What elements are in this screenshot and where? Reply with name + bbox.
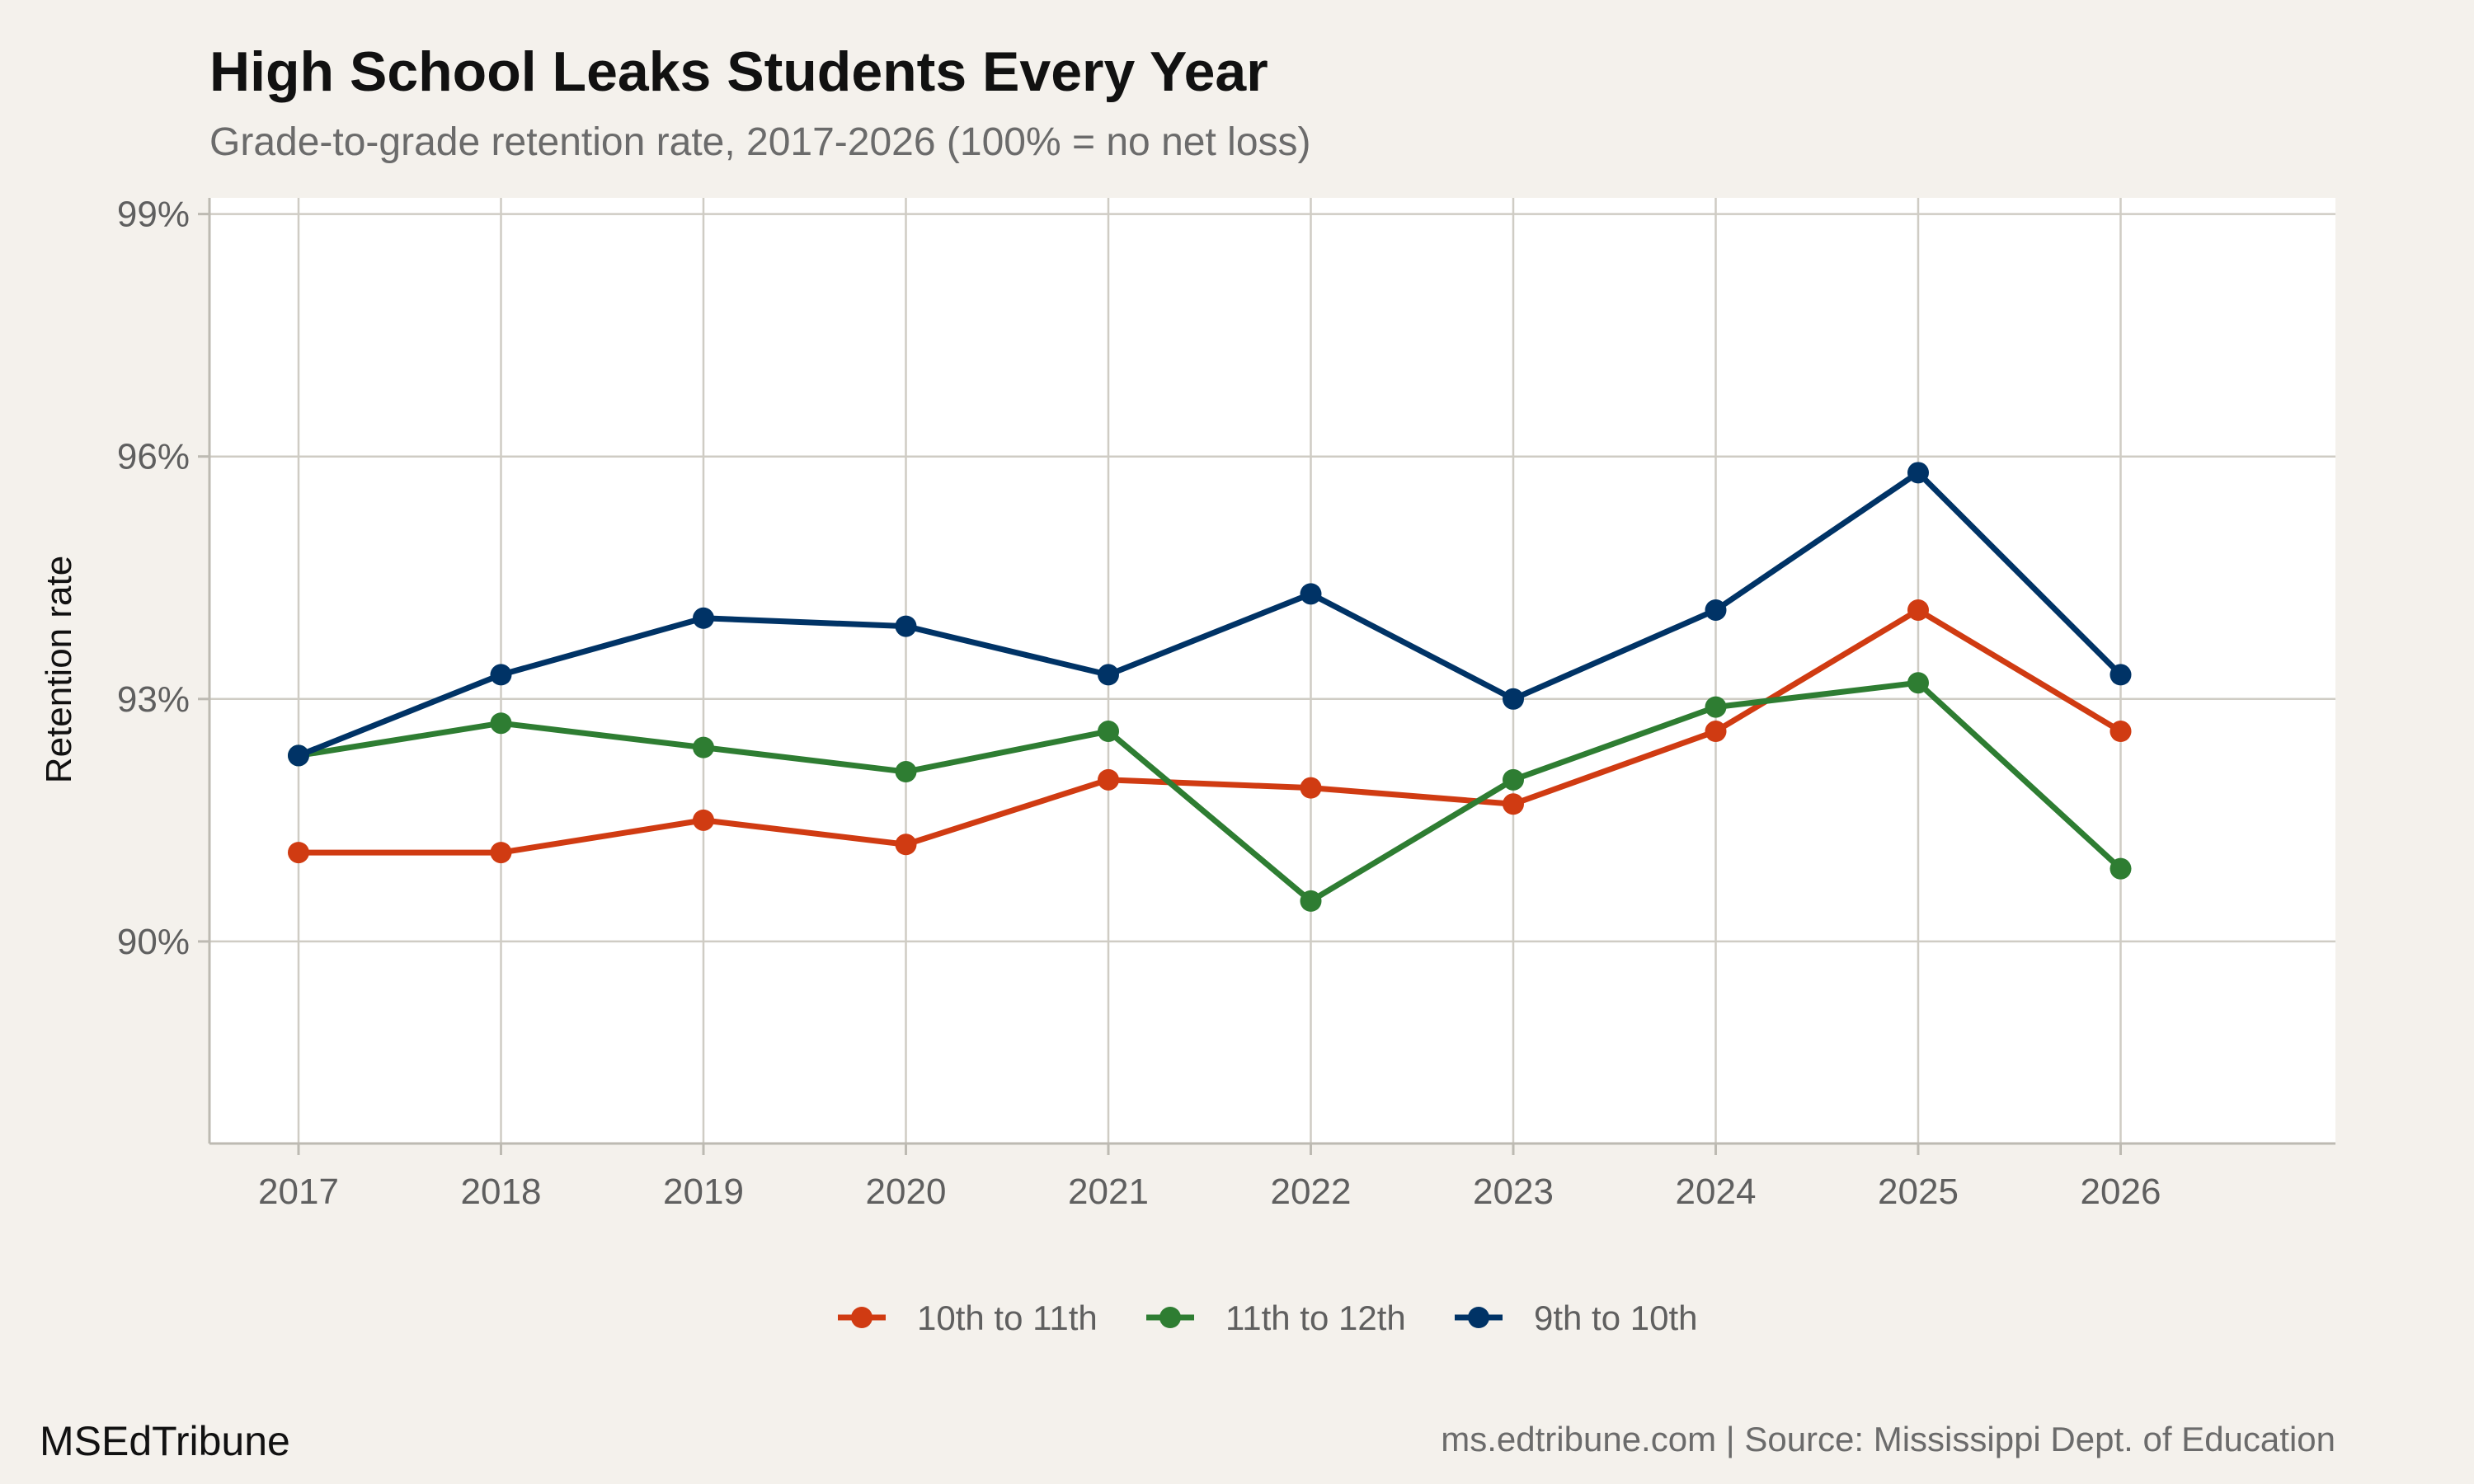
x-tick-label: 2018 [461,1172,542,1212]
x-tick-label: 2024 [1676,1172,1757,1212]
legend-label: 11th to 12th [1225,1298,1406,1337]
legend-item: 10th to 11th [838,1298,1098,1337]
x-tick-label: 2023 [1473,1172,1554,1212]
data-point [1300,777,1322,799]
series-group [288,599,2132,864]
data-point [1098,721,1119,743]
data-point [288,744,309,767]
data-point [1098,664,1119,686]
y-tick-label: 90% [117,922,190,962]
legend-key-marker [851,1307,872,1328]
series-group [288,672,2132,912]
y-axis-title: Retention rate [39,556,79,783]
data-point [895,615,917,637]
data-point [2109,857,2132,880]
data-point [1705,721,1727,743]
data-point [693,809,714,831]
y-tick-label: 99% [117,195,190,235]
data-point [1907,672,1929,694]
brand-logo-text: MSEdTribune [40,1418,290,1464]
chart-title: High School Leaks Students Every Year [209,40,1268,103]
series-line [295,469,2124,758]
series-line [295,607,2124,856]
series-line [295,679,2124,904]
chart-subtitle: Grade-to-grade retention rate, 2017-2026… [209,120,1311,164]
data-point [1098,768,1119,791]
data-point [2109,664,2132,686]
data-point [693,607,714,629]
data-point [895,834,917,856]
y-axis-ticks: 90% 93% 96% 99% [117,195,209,962]
plot-area [209,198,2335,1144]
data-point [1300,583,1322,605]
y-tick-label: 93% [117,679,190,720]
legend-key-marker [1159,1307,1181,1328]
data-point [1503,768,1524,791]
data-point [490,664,512,686]
x-tick-label: 2020 [866,1172,947,1212]
legend-label: 9th to 10th [1534,1298,1698,1337]
legend-item: 11th to 12th [1146,1298,1406,1337]
series-layer [288,462,2132,912]
x-tick-label: 2017 [258,1172,339,1212]
data-point [288,842,309,864]
data-point [693,736,714,758]
data-point [1907,599,1929,621]
legend-key-marker [1468,1307,1489,1328]
y-tick-label: 96% [117,437,190,477]
x-tick-label: 2022 [1271,1172,1352,1212]
legend-item: 9th to 10th [1455,1298,1698,1337]
grid-horizontal [209,213,2335,943]
data-point [1503,688,1524,710]
x-tick-label: 2021 [1068,1172,1149,1212]
data-point [895,761,917,783]
data-point [1300,890,1322,912]
data-point [490,842,512,864]
series-group [288,462,2132,767]
data-point [1705,696,1727,718]
data-point [490,712,512,735]
data-point [1503,793,1524,815]
data-point [2109,721,2132,743]
x-axis-ticks: 2017 2018 2019 2020 2021 2022 2023 2024 2025 2026 [258,1144,2161,1212]
x-tick-label: 2026 [2081,1172,2161,1212]
x-tick-label: 2025 [1878,1172,1959,1212]
x-tick-label: 2019 [663,1172,744,1212]
source-note: ms.edtribune.com | Source: Mississippi D… [1441,1420,2335,1458]
legend-label: 10th to 11th [917,1298,1098,1337]
data-point [1907,462,1929,484]
data-point [1705,599,1727,621]
legend: 10th to 11th 11th to 12th 9th to 10th [838,1298,1698,1337]
